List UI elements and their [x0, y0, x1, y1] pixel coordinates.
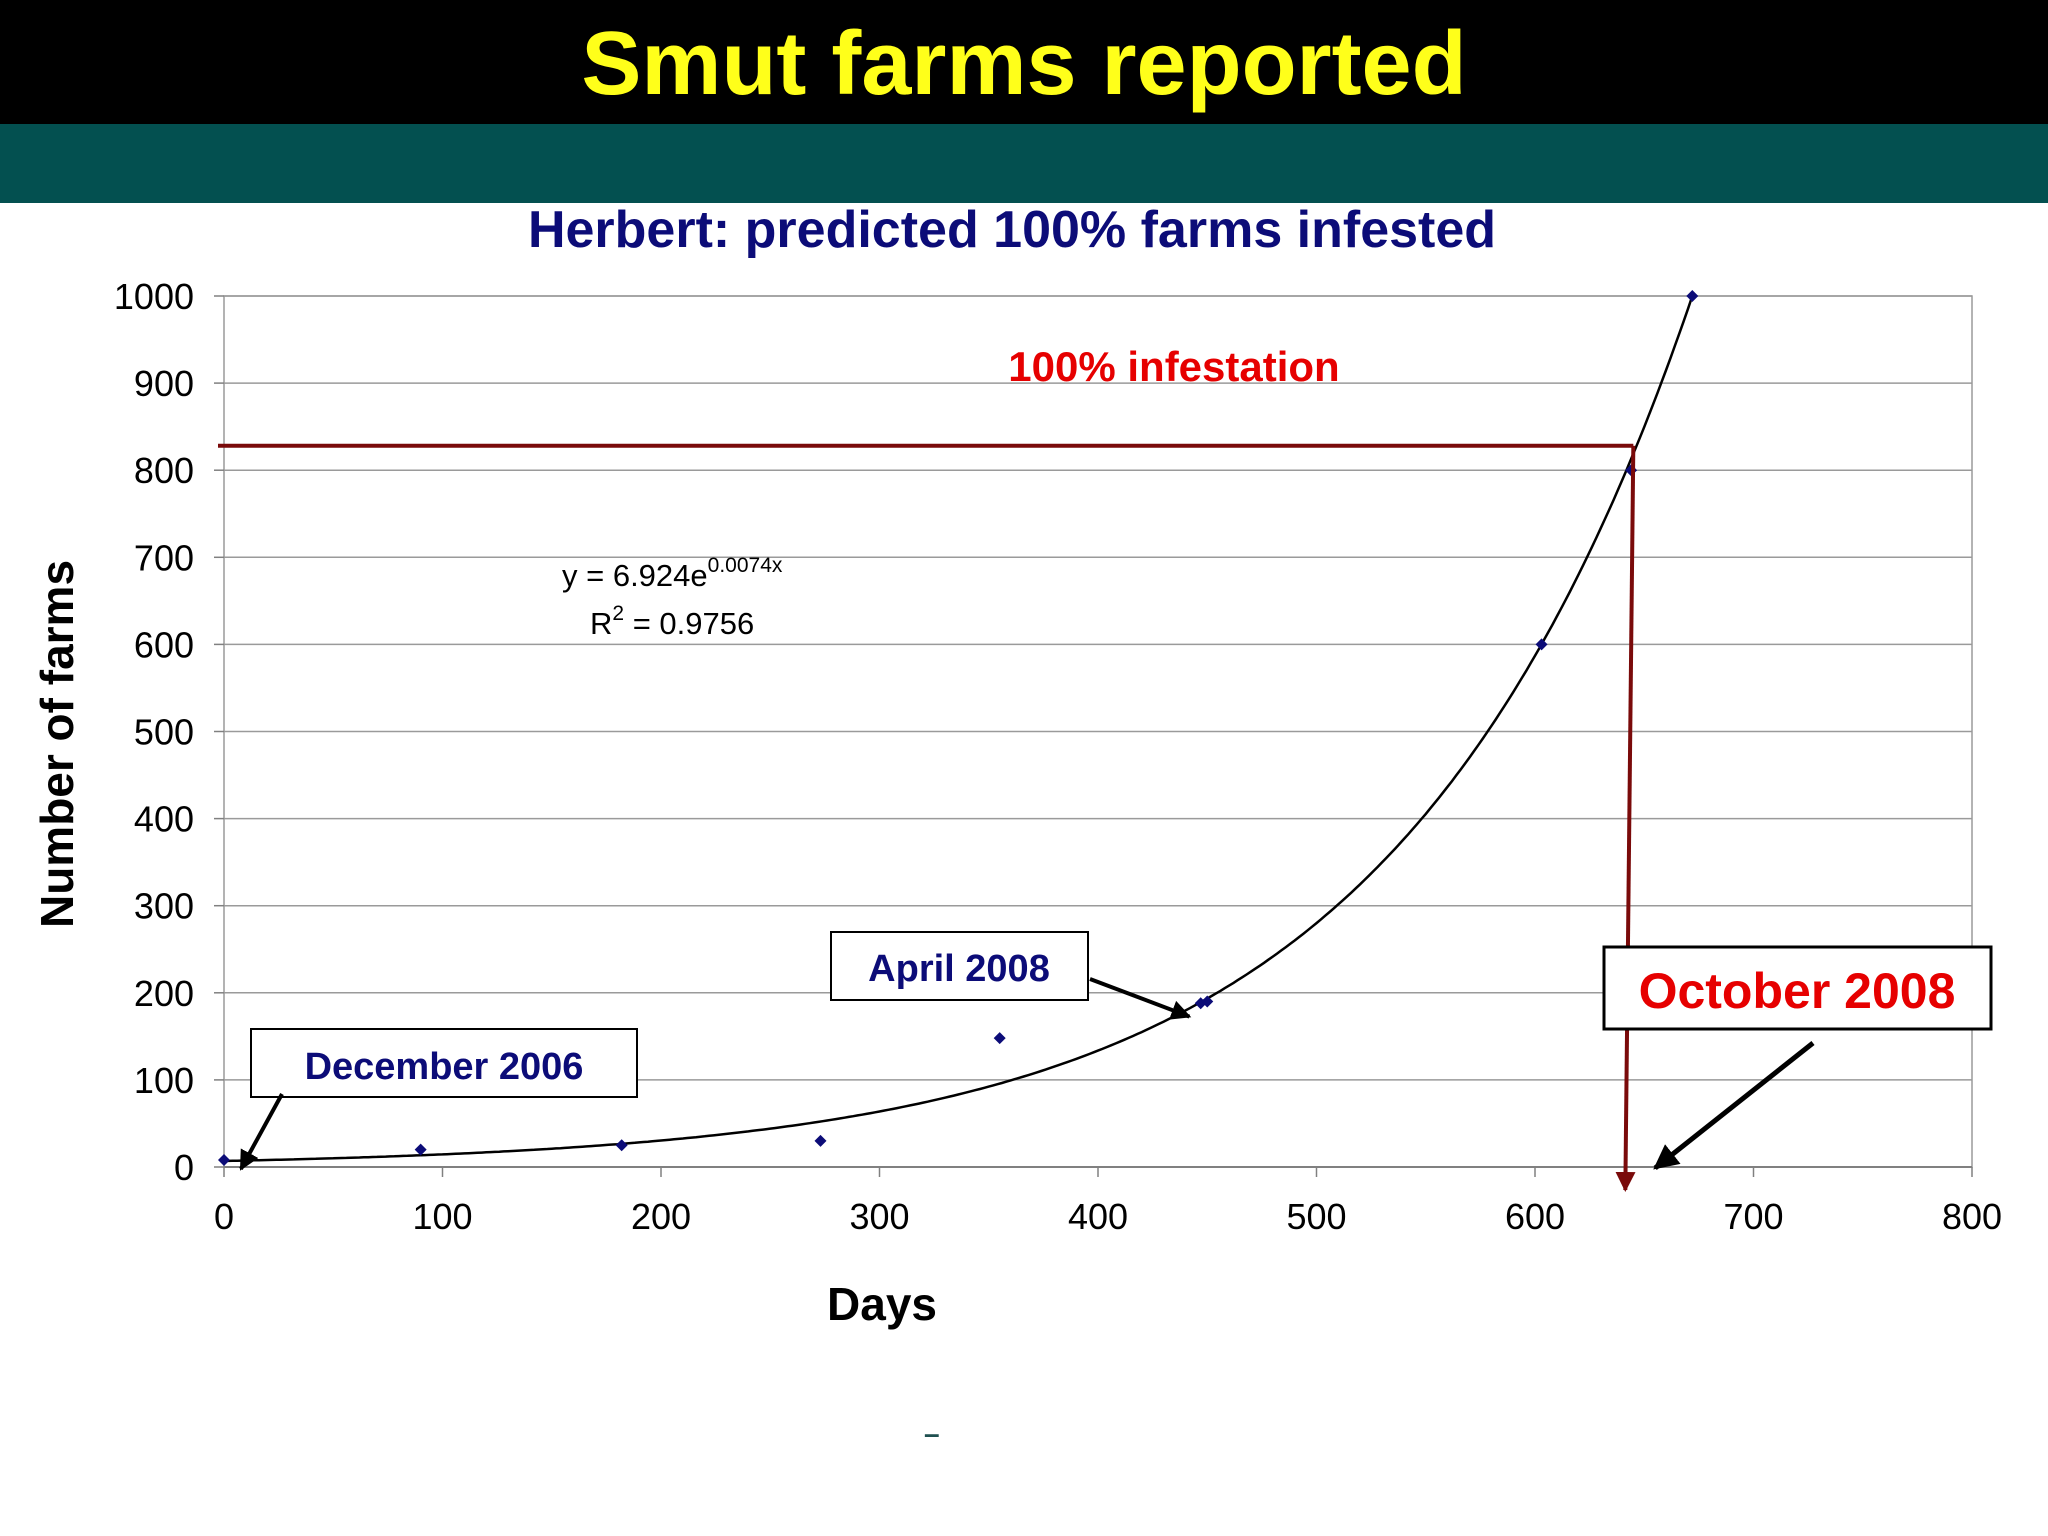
threshold-drop-arrow	[1615, 445, 1636, 1192]
x-tick-label: 600	[1505, 1196, 1565, 1237]
y-tick-label: 400	[134, 799, 194, 840]
data-point	[414, 1143, 427, 1156]
title-band	[0, 124, 2048, 203]
x-tick-label: 700	[1723, 1196, 1783, 1237]
annotation-oct2008: October 2008	[1639, 963, 1956, 1019]
threshold-label: 100% infestation	[1008, 343, 1339, 390]
equation-exponent: 0.0074x	[708, 554, 783, 577]
data-point	[218, 1154, 230, 1167]
r2-prefix: R	[590, 606, 612, 641]
slide-title: Smut farms reported	[581, 14, 1467, 114]
trendline	[223, 295, 1694, 1163]
gridlines	[224, 295, 1972, 1168]
annotation-box-oct2008	[1602, 945, 1993, 1031]
x-tick-label: 400	[1068, 1196, 1128, 1237]
y-tick-label: 300	[134, 886, 194, 927]
y-tick-label: 1000	[114, 276, 194, 317]
x-tick-label: 100	[412, 1196, 472, 1237]
data-point	[814, 1134, 827, 1147]
annotation-box-dec2006	[250, 1028, 638, 1098]
y-tick-label: 900	[134, 363, 194, 404]
data-point	[993, 1032, 1006, 1045]
y-axis-label: Number of farms	[31, 560, 83, 928]
annotation-dec2006: December 2006	[305, 1046, 584, 1088]
annotation-box-apr2008	[830, 931, 1089, 1001]
title-bar	[0, 0, 2048, 124]
chart-title: Herbert: predicted 100% farms infested	[528, 201, 1496, 259]
x-tick-label: 300	[849, 1196, 909, 1237]
x-tick-label: 800	[1942, 1196, 2002, 1237]
trendline-equation: y = 6.924e0.0074x	[562, 554, 783, 593]
data-point	[1686, 290, 1699, 302]
y-tick-label: 800	[134, 450, 194, 491]
x-axis-label: Days	[827, 1278, 937, 1330]
y-tick-label: 100	[134, 1060, 194, 1101]
annotation-arrow-dec2006	[239, 1093, 284, 1171]
annotation-arrow-apr2008	[1089, 977, 1192, 1020]
trendline-r2: R2 = 0.9756	[590, 602, 754, 641]
data-points	[218, 290, 1699, 1167]
footer-mark: –	[924, 1418, 940, 1449]
annotation-apr2008: April 2008	[868, 948, 1050, 990]
equation-base: y = 6.924e	[562, 558, 708, 593]
y-tick-label: 500	[134, 712, 194, 753]
r2-superscript: 2	[612, 602, 624, 625]
y-tick-label: 0	[174, 1147, 194, 1188]
x-tick-label: 500	[1286, 1196, 1346, 1237]
x-tick-label: 200	[631, 1196, 691, 1237]
y-axis-ticks: 0 100 200 300 400 500 600 700 800 900 1000	[114, 276, 224, 1188]
data-point	[1535, 638, 1548, 651]
y-tick-label: 200	[134, 973, 194, 1014]
data-point	[1201, 995, 1214, 1008]
x-tick-label: 0	[214, 1196, 234, 1237]
y-tick-label: 600	[134, 624, 194, 665]
x-axis-ticks: 0 100 200 300 400 500 600 700 800	[214, 1167, 2002, 1237]
r2-value: = 0.9756	[624, 606, 754, 641]
y-tick-label: 700	[134, 537, 194, 578]
annotation-arrow-oct2008	[1653, 1041, 1815, 1170]
data-point	[615, 1139, 628, 1152]
